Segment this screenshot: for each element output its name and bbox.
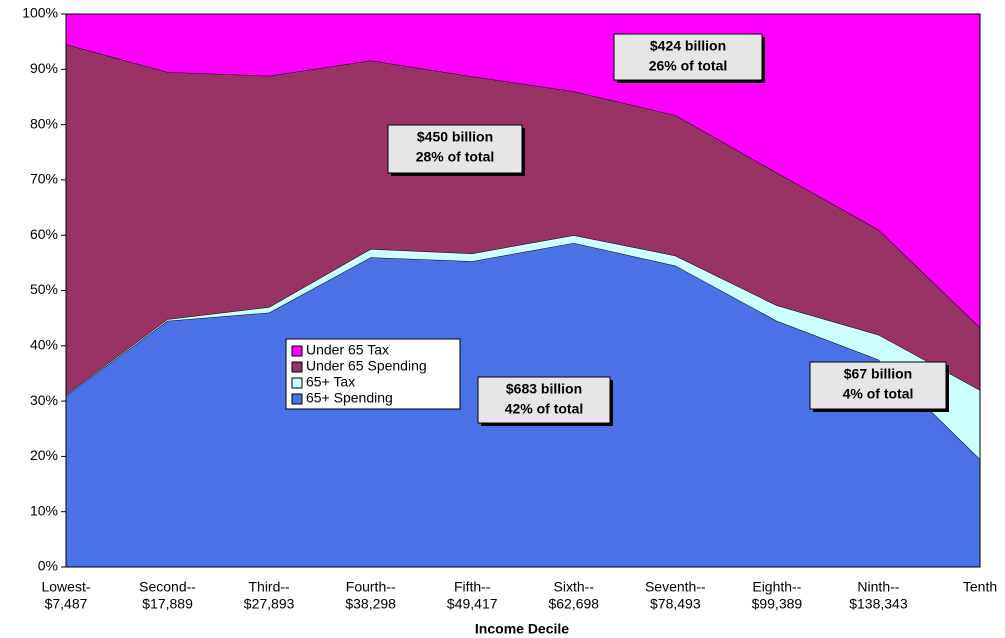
annotation-text: 26% of total (649, 58, 728, 74)
x-tick-label: $62,698 (548, 596, 599, 612)
y-tick-label: 20% (30, 447, 58, 463)
annotation-text: $67 billion (844, 366, 912, 382)
annotation-text: $450 billion (417, 129, 493, 145)
x-tick-label: $78,493 (650, 596, 701, 612)
x-tick-label: Third-- (248, 579, 290, 595)
x-tick-label: $17,889 (142, 596, 193, 612)
legend-label: 65+ Spending (306, 390, 393, 406)
y-tick-label: 10% (30, 502, 58, 518)
legend-swatch (291, 345, 303, 357)
x-tick-label: $99,389 (752, 596, 803, 612)
annotation-box (613, 33, 763, 81)
y-tick-label: 90% (30, 60, 58, 76)
annotation-text: $424 billion (650, 38, 726, 54)
y-tick-label: 30% (30, 392, 58, 408)
legend-label: 65+ Tax (306, 374, 355, 390)
x-tick-label: Fifth-- (454, 579, 491, 595)
annotation-box (477, 376, 611, 424)
x-tick-label: Tenth (963, 579, 997, 595)
x-tick-label: $27,893 (244, 596, 295, 612)
x-tick-label: Eighth-- (752, 579, 801, 595)
legend-swatch (291, 377, 303, 389)
x-tick-label: $38,298 (345, 596, 396, 612)
y-tick-label: 100% (22, 5, 58, 21)
legend-box (285, 338, 461, 410)
x-axis-title: Income Decile (475, 621, 569, 637)
legend-swatch (291, 393, 303, 405)
x-tick-label: Seventh-- (645, 579, 706, 595)
x-tick-label: Lowest- (41, 579, 90, 595)
x-tick-label: Fourth-- (346, 579, 396, 595)
area (66, 44, 980, 395)
y-tick-label: 0% (38, 558, 58, 574)
legend-swatch (291, 361, 303, 373)
x-tick-label: Ninth-- (857, 579, 899, 595)
legend-label: Under 65 Tax (306, 342, 389, 358)
annotation-text: 42% of total (505, 401, 584, 417)
legend-label: Under 65 Spending (306, 358, 427, 374)
annotation-box (387, 124, 523, 174)
x-tick-label: Sixth-- (554, 579, 595, 595)
annotation-box (809, 361, 947, 410)
y-tick-label: 80% (30, 115, 58, 131)
x-tick-label: $49,417 (447, 596, 498, 612)
y-tick-label: 50% (30, 281, 58, 297)
y-tick-label: 60% (30, 226, 58, 242)
area (66, 14, 980, 328)
annotation-text: 28% of total (416, 149, 495, 165)
y-tick-label: 70% (30, 171, 58, 187)
x-tick-label: $7,487 (45, 596, 88, 612)
annotation-text: 4% of total (843, 386, 914, 402)
annotation-text: $683 billion (506, 381, 582, 397)
x-tick-label: $138,343 (849, 596, 908, 612)
y-tick-label: 40% (30, 337, 58, 353)
x-tick-label: Second-- (139, 579, 196, 595)
